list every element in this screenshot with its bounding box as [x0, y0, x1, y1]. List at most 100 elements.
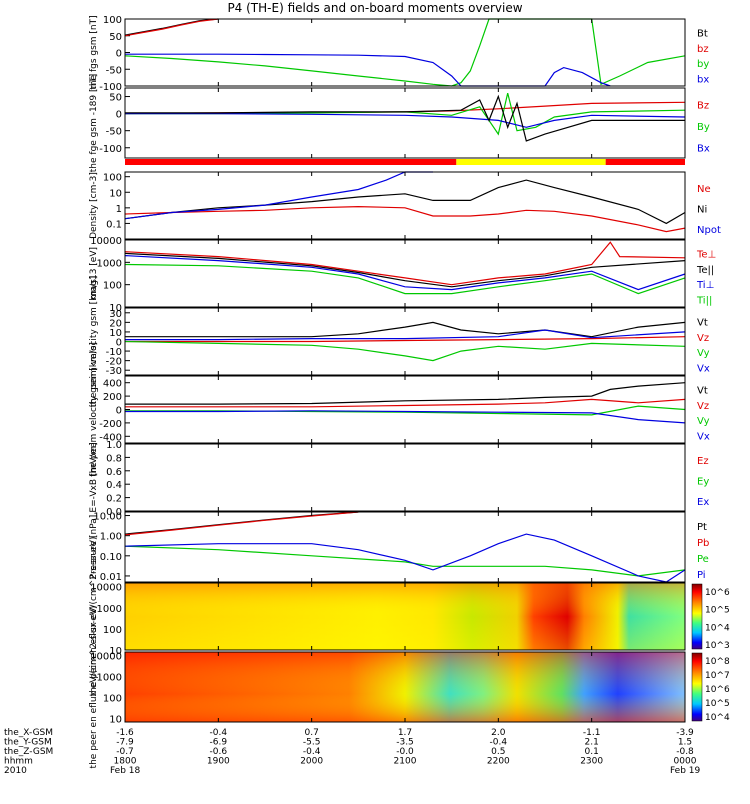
- y-tick-label: -10: [106, 347, 122, 358]
- x-row-label: the_Z-GSM: [4, 747, 53, 757]
- x-row-value: -1.6: [116, 728, 134, 738]
- series-line-Vx: [125, 329, 686, 341]
- legend-entry: Bx: [697, 143, 710, 154]
- panel-frame-0: [124, 18, 686, 87]
- series-line-Bx: [125, 112, 686, 128]
- y-tick-label: 10000: [90, 652, 122, 663]
- y-tick-label: 0.10: [100, 552, 122, 563]
- y-tick-label: 1.0: [106, 440, 122, 451]
- y-tick-label: 0.01: [100, 572, 122, 583]
- y-tick-label: 1.00: [100, 532, 122, 543]
- y-axis-label: the peer en eflux eV/(cm^2-s-sr-eV): [89, 606, 99, 769]
- colorbar-tick-label: 10^8: [705, 657, 730, 667]
- x-row-value: -0.7: [116, 747, 134, 757]
- y-tick-label: 10: [109, 328, 122, 339]
- y-tick-label: 100: [103, 694, 122, 705]
- panel-frame-1: [124, 87, 686, 159]
- series-line-Ti||: [124, 263, 686, 295]
- y-axis-label: E=-VxB [mV/m]: [89, 442, 99, 512]
- series-line-By: [125, 92, 686, 136]
- y-axis-label: the peim velocity gsm [km/s]: [89, 276, 99, 408]
- series-line-Vz: [125, 398, 686, 408]
- y-axis-label: the peir en eflux eV/(cm^2-s-sr-eV): [89, 537, 99, 697]
- y-tick-label: 10000: [90, 583, 122, 594]
- y-tick-label: 10.00: [93, 512, 122, 523]
- legend-entry: Bz: [697, 101, 709, 112]
- series-line-Bt: [125, 94, 685, 142]
- legend-entry: Npot: [697, 225, 721, 236]
- series-line-Pi: [124, 533, 686, 583]
- y-tick-label: 0.8: [106, 453, 122, 464]
- colorbar-tick-label: 10^4: [705, 713, 730, 723]
- y-tick-label: 0.0: [106, 507, 122, 518]
- series-line-Vx: [125, 410, 686, 424]
- mode-bar-segment: [605, 159, 685, 165]
- y-tick-label: 50: [109, 32, 122, 43]
- y-tick-label: -100: [99, 144, 122, 155]
- legend-entry: Vt: [697, 386, 708, 397]
- colorbar: [691, 652, 703, 722]
- x-row-value: -0.6: [210, 747, 228, 757]
- y-tick-label: 200: [103, 392, 122, 403]
- y-axis-label: Pressure [nPa]: [89, 515, 99, 580]
- y-tick-label: -20: [106, 357, 122, 368]
- x-row-value: 1.5: [678, 738, 692, 748]
- series-line-Ne: [124, 205, 686, 233]
- x-row-value: -0.4: [303, 747, 321, 757]
- y-tick-label: 100: [103, 15, 122, 26]
- y-tick-label: -200: [99, 419, 122, 430]
- x-row-value: 2000: [300, 757, 323, 767]
- legend-entry: Bt: [697, 29, 708, 40]
- colorbar-tick-label: 10^5: [705, 606, 730, 616]
- y-tick-label: 10000: [90, 236, 122, 247]
- y-axis-label: the peem velocity gsm [km/s]: [89, 342, 99, 477]
- x-row-value: -0.0: [396, 747, 414, 757]
- legend-entry: Te||: [696, 265, 714, 276]
- colorbar-tick-label: 10^7: [705, 671, 730, 681]
- spectrogram-overlay: [125, 652, 685, 722]
- colorbar-tick-label: 10^5: [705, 699, 730, 709]
- series-line-Te||: [124, 252, 686, 288]
- panel-frame-6: [124, 443, 686, 512]
- series-line-by: [124, 18, 686, 87]
- y-tick-label: 100: [103, 625, 122, 636]
- series-line-bx: [125, 53, 611, 87]
- y-tick-label: 10: [109, 715, 122, 726]
- legend-entry: Vt: [697, 318, 708, 329]
- legend-entry: By: [697, 122, 710, 133]
- y-tick-label: 1000: [97, 673, 122, 684]
- x-row-value: -7.9: [116, 738, 134, 748]
- legend-entry: Ey: [697, 477, 709, 488]
- colorbar-tick-label: 10^4: [705, 623, 730, 633]
- y-axis-label: Density [cm-3]: [89, 172, 99, 239]
- x-row-value: 0.5: [491, 747, 505, 757]
- y-tick-label: 1: [116, 204, 122, 215]
- legend-entry: by: [697, 59, 709, 70]
- series-line-Vt: [125, 382, 686, 405]
- legend-entry: Pi: [697, 570, 706, 581]
- series-line-Vy: [125, 405, 686, 416]
- legend-entry: Ne: [697, 184, 711, 195]
- mode-bar-segment: [125, 159, 457, 165]
- y-axis-label: the fgs gsm [nT]: [89, 15, 99, 89]
- x-row-label: hhmm: [4, 757, 33, 767]
- colorbar: [691, 583, 703, 650]
- series-line-Vz: [125, 336, 686, 343]
- legend-entry: Vx: [697, 363, 710, 374]
- y-tick-label: 30: [109, 309, 122, 320]
- series-line-Npot: [124, 171, 433, 220]
- y-tick-label: -50: [106, 127, 122, 138]
- x-row-value: 2100: [394, 757, 417, 767]
- y-tick-label: 10: [109, 303, 122, 314]
- x-row-value: 0.1: [585, 747, 599, 757]
- y-tick-label: 10: [109, 646, 122, 657]
- legend-entry: Ti||: [696, 295, 712, 306]
- x-row-label: the_Y-GSM: [4, 738, 52, 748]
- x-row-value: -6.9: [210, 738, 228, 748]
- y-axis-label: the fge gsm -189 [nT]: [89, 74, 99, 172]
- date-end-label: Feb 19: [670, 766, 701, 776]
- y-tick-label: 1000: [97, 604, 122, 615]
- y-tick-label: 0: [116, 406, 122, 417]
- legend-entry: Ez: [697, 456, 709, 467]
